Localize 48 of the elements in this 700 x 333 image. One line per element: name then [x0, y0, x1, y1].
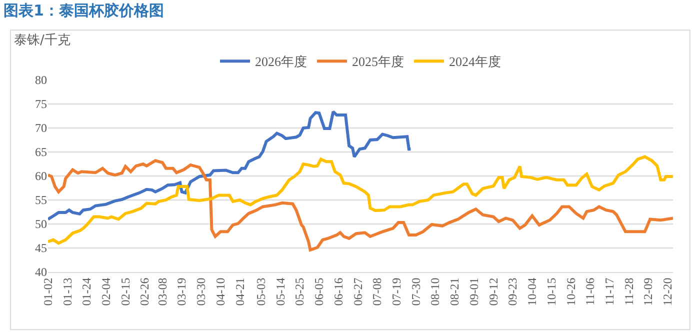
x-tick-label: 06-16 — [331, 278, 346, 306]
x-tick-label: 11-28 — [622, 278, 636, 306]
x-tick-label: 01-02 — [40, 278, 55, 306]
x-tick-label: 01-13 — [60, 278, 74, 306]
x-tick-label: 03-30 — [194, 278, 208, 306]
x-tick-label: 01-24 — [80, 278, 94, 306]
chart-title: 图表1：泰国杯胶价格图 — [4, 1, 164, 20]
x-tick-label: 09-23 — [506, 278, 520, 306]
x-tick-label: 06-27 — [350, 278, 365, 306]
x-tick-label: 09-12 — [486, 278, 500, 306]
legend-label: 2026年度 — [255, 54, 307, 70]
x-tick-label: 07-08 — [370, 278, 384, 306]
x-tick-label: 03-19 — [174, 278, 189, 306]
x-tick-label: 02-26 — [138, 278, 152, 306]
y-tick-label: 70 — [35, 121, 47, 136]
x-tick-label: 06-05 — [312, 278, 326, 306]
x-tick-label: 02-15 — [118, 278, 132, 306]
y-tick-label: 40 — [35, 265, 47, 280]
x-tick-label: 04-21 — [232, 278, 247, 306]
x-tick-label: 10-04 — [525, 278, 540, 306]
y-tick-label: 60 — [35, 169, 47, 184]
y-tick-label: 65 — [35, 145, 47, 160]
x-tick-label: 11-17 — [602, 278, 617, 306]
x-tick-label: 12-09 — [641, 278, 656, 306]
y-tick-label: 55 — [35, 193, 47, 208]
legend-label: 2025年度 — [352, 54, 404, 70]
y-tick-label: 50 — [35, 217, 47, 232]
y-tick-label: 45 — [35, 241, 47, 256]
x-tick-label: 03-08 — [155, 278, 170, 306]
x-tick-label: 10-15 — [544, 278, 558, 306]
x-tick-label: 11-06 — [583, 278, 598, 306]
line-series — [48, 110, 412, 221]
x-tick-label: 12-20 — [660, 278, 675, 306]
x-tick-label: 07-30 — [408, 278, 423, 306]
x-tick-label: 09-01 — [466, 278, 481, 306]
x-tick-label: 04-10 — [213, 278, 228, 306]
x-tick-label: 10-26 — [564, 278, 578, 306]
y-axis-title: 泰铢/千克 — [14, 33, 70, 48]
y-tick-label: 75 — [35, 97, 47, 112]
x-tick-label: 05-25 — [292, 278, 307, 306]
x-tick-label: 08-10 — [428, 278, 442, 306]
x-tick-label: 07-19 — [389, 278, 404, 306]
x-tick-label: 05-14 — [273, 278, 288, 306]
legend-label: 2024年度 — [449, 54, 501, 70]
x-tick-label: 05-03 — [254, 278, 268, 306]
y-tick-label: 80 — [35, 73, 47, 88]
x-tick-label: 08-21 — [448, 278, 462, 306]
x-tick-label: 02-04 — [99, 278, 113, 306]
